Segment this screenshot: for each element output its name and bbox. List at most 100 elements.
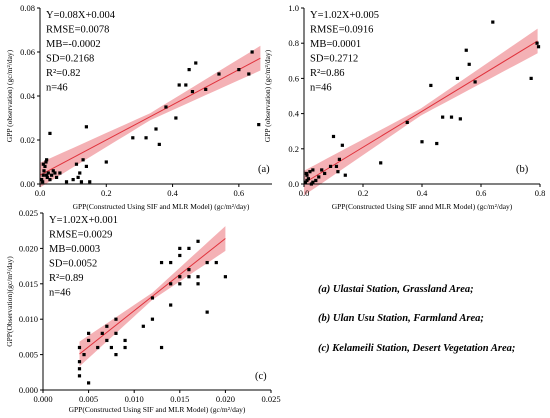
x-tick-label: 0.0 bbox=[299, 188, 310, 198]
data-point bbox=[64, 180, 69, 184]
stat-line: SD=0.2712 bbox=[310, 54, 358, 65]
data-point bbox=[114, 353, 118, 357]
data-point bbox=[314, 178, 318, 183]
x-tick-label: 0.6 bbox=[476, 188, 487, 198]
data-point bbox=[114, 317, 118, 321]
y-tick-label: 0.6 bbox=[288, 73, 299, 83]
data-point bbox=[336, 170, 340, 174]
stat-line: n=46 bbox=[310, 83, 332, 94]
legend-item-a: (a) Ulastai Station, Grassland Area; bbox=[318, 284, 474, 295]
data-point bbox=[41, 173, 45, 177]
data-point bbox=[320, 168, 324, 172]
data-point bbox=[190, 90, 195, 94]
data-point bbox=[449, 115, 454, 119]
data-point bbox=[187, 268, 191, 272]
y-axis-label: GPP (observation) (gc/m²/day) bbox=[263, 49, 272, 142]
data-point bbox=[104, 160, 108, 164]
x-tick-label: 0.015 bbox=[170, 394, 189, 404]
y-tick-label: 0.020 bbox=[19, 243, 38, 253]
y-tick-label: 0.8 bbox=[288, 38, 299, 48]
data-point bbox=[217, 72, 221, 76]
data-point bbox=[308, 170, 312, 174]
x-tick-label: 0.010 bbox=[125, 394, 144, 404]
data-point bbox=[77, 367, 82, 371]
data-point bbox=[311, 168, 315, 172]
stat-line: Y=1.02X+0.005 bbox=[310, 10, 379, 21]
data-point bbox=[109, 345, 113, 350]
data-point bbox=[184, 83, 188, 87]
stat-line: SD=0.2168 bbox=[46, 54, 94, 65]
data-point bbox=[81, 158, 85, 162]
legend: (a) Ulastai Station, Grassland Area; (b)… bbox=[318, 284, 515, 354]
panel-letter: (b) bbox=[516, 164, 529, 175]
data-point bbox=[48, 131, 52, 135]
y-tick-label: 0.010 bbox=[19, 314, 38, 324]
data-point bbox=[535, 41, 539, 45]
panel-b: 0.0 0.2 0.4 0.6 0.8 0.0 0.2 0.4 0.6 0.8 1.0 Y=1.02X… bbox=[263, 3, 545, 211]
data-point bbox=[529, 76, 533, 80]
data-point bbox=[174, 116, 178, 120]
y-tick-label: 1.0 bbox=[288, 3, 299, 13]
x-axis-label: GPP(Constructed Using SIF and MLR Model)… bbox=[69, 405, 246, 414]
y-tick-label: 0.000 bbox=[19, 385, 38, 395]
data-point bbox=[435, 141, 439, 146]
data-point bbox=[48, 178, 52, 182]
data-point bbox=[144, 136, 148, 140]
data-point bbox=[343, 173, 347, 177]
y-tick-label: 0.08 bbox=[20, 3, 35, 13]
data-point bbox=[77, 374, 82, 378]
data-point bbox=[187, 68, 191, 72]
x-tick-label: 0.020 bbox=[216, 394, 235, 404]
data-point bbox=[328, 164, 333, 168]
data-point bbox=[157, 142, 161, 146]
data-point bbox=[464, 48, 468, 52]
data-point bbox=[46, 171, 50, 175]
data-point bbox=[196, 275, 200, 279]
data-point bbox=[45, 173, 49, 177]
data-point bbox=[43, 164, 47, 168]
x-tick-label: 0.4 bbox=[167, 188, 178, 198]
stat-line: R²=0.89 bbox=[49, 273, 83, 284]
data-point bbox=[187, 275, 191, 279]
data-point bbox=[87, 381, 91, 385]
data-point bbox=[405, 120, 409, 124]
data-point bbox=[123, 345, 127, 350]
stat-line: R²=0.86 bbox=[310, 68, 344, 79]
data-point bbox=[323, 171, 327, 176]
data-point bbox=[178, 282, 182, 286]
y-tick-label: 0.02 bbox=[20, 135, 35, 145]
data-point bbox=[78, 171, 82, 175]
data-point bbox=[194, 61, 198, 65]
legend-item-b: (b) Ulan Usu Station, Farmland Area; bbox=[318, 313, 484, 324]
panel-letter: (a) bbox=[258, 164, 270, 175]
data-point bbox=[491, 20, 495, 24]
data-point bbox=[247, 72, 251, 76]
data-point bbox=[331, 134, 336, 139]
data-point bbox=[196, 282, 200, 286]
x-tick-label: 0.005 bbox=[79, 394, 98, 404]
data-point bbox=[334, 164, 339, 168]
x-axis-label: GPP(Constructed Using SIF annd MLR Model… bbox=[332, 202, 513, 211]
data-point bbox=[458, 117, 462, 121]
data-point bbox=[100, 331, 104, 335]
data-point bbox=[123, 338, 127, 343]
y-tick-label: 0.04 bbox=[20, 91, 36, 101]
panel-c: 0.000 0.005 0.010 0.015 0.020 0.025 0.000 0.005… bbox=[5, 208, 281, 414]
data-point bbox=[45, 175, 49, 179]
data-point bbox=[87, 331, 91, 335]
x-tick-label: 0.8 bbox=[535, 188, 546, 198]
data-point bbox=[53, 171, 57, 175]
data-point bbox=[87, 338, 91, 343]
fit-line bbox=[39, 57, 261, 176]
data-point bbox=[79, 180, 84, 184]
data-point bbox=[169, 303, 173, 307]
y-tick-label: 0.025 bbox=[19, 208, 38, 218]
y-tick-label: 0.4 bbox=[288, 109, 299, 119]
data-point bbox=[420, 140, 424, 144]
data-point bbox=[154, 127, 158, 131]
y-tick-label: 0.005 bbox=[19, 350, 38, 360]
x-axis-label: GPP(Constructed Using SIF and MLR Model)… bbox=[73, 202, 250, 211]
stat-line: RMSE=0.0029 bbox=[49, 230, 112, 241]
panel-a: 0.0 0.2 0.4 0.6 0.00 0.02 0.04 0.06 0.08 Y=0.08X+… bbox=[5, 3, 272, 211]
data-point bbox=[379, 161, 383, 165]
